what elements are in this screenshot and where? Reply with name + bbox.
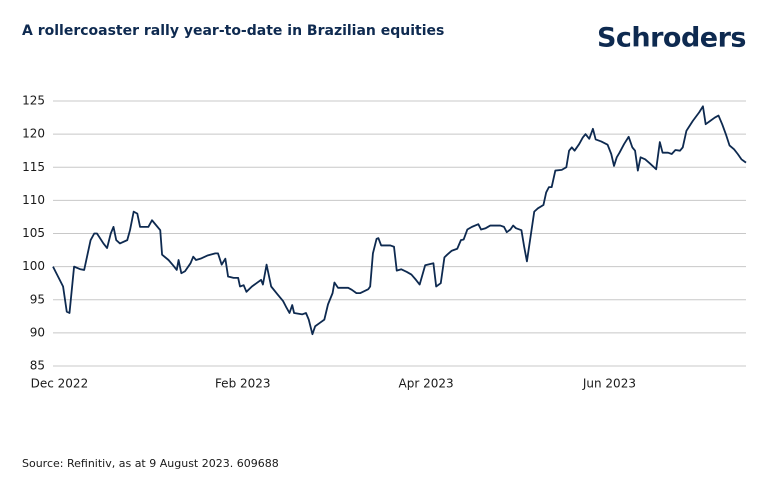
y-tick-label: 105: [22, 226, 45, 240]
chart-title: A rollercoaster rally year-to-date in Br…: [22, 23, 444, 39]
y-tick-label: 95: [30, 292, 45, 306]
y-tick-label: 120: [22, 127, 45, 141]
y-tick-label: 90: [30, 325, 45, 339]
y-tick-label: 100: [22, 259, 45, 273]
x-tick-label: Dec 2022: [31, 377, 89, 391]
y-tick-label: 85: [30, 359, 45, 373]
price-line: [52, 105, 747, 336]
brand-logo: Schroders: [597, 23, 746, 54]
y-tick-label: 115: [22, 160, 45, 174]
y-tick-label: 125: [22, 94, 45, 108]
y-tick-label: 110: [22, 193, 45, 207]
x-tick-label: Feb 2023: [215, 377, 271, 391]
x-tick-label: Jun 2023: [582, 377, 636, 391]
x-tick-label: Apr 2023: [399, 377, 454, 391]
source-note: Source: Refinitiv, as at 9 August 2023. …: [22, 457, 279, 470]
